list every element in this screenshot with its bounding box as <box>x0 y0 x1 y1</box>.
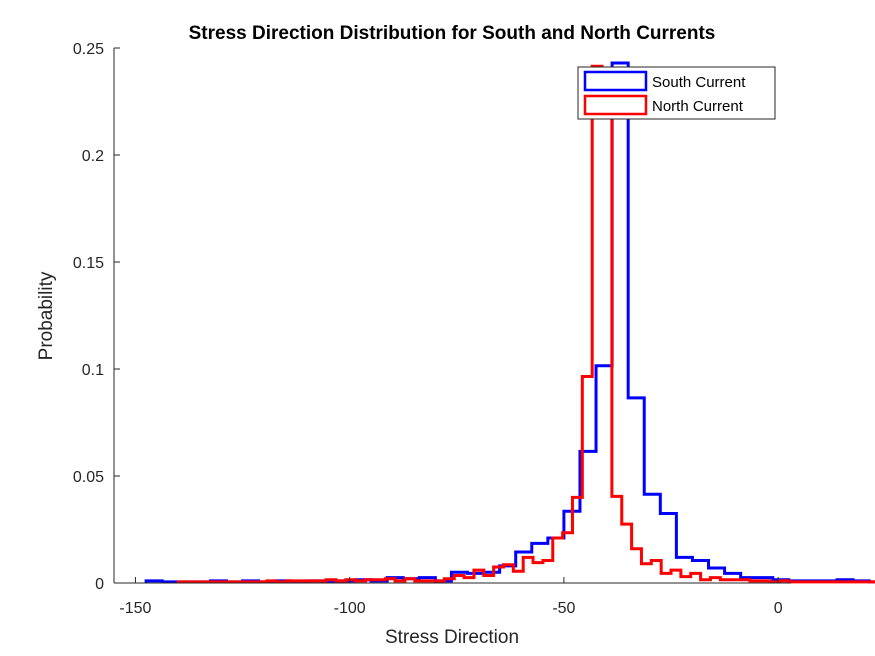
chart-title: Stress Direction Distribution for South … <box>189 23 716 44</box>
x-tick-label: -150 <box>119 600 151 617</box>
series-outline <box>176 64 875 584</box>
legend-swatch-south <box>583 70 648 92</box>
legend-label-north: North Current <box>652 98 744 115</box>
x-tick-label: -100 <box>334 600 366 617</box>
y-tick-label: 0 <box>95 576 104 593</box>
ticks-layer: -150 -100 -50 0 0 0.05 0.1 0.15 0.2 0.25 <box>73 41 783 617</box>
y-axis-label: Probability <box>36 271 57 360</box>
y-tick-label: 0.2 <box>82 148 104 165</box>
plot-area <box>114 48 791 583</box>
y-tick-label: 0.15 <box>73 255 104 272</box>
legend: South Current North Current <box>577 66 776 120</box>
axes-layer <box>113 48 791 584</box>
y-tick-label: 0.1 <box>82 362 104 379</box>
x-axis-label: Stress Direction <box>385 627 519 648</box>
legend-label-south: South Current <box>652 74 746 91</box>
y-tick-label: 0.05 <box>73 469 104 486</box>
series-north <box>176 64 875 584</box>
y-tick-label: 0.25 <box>73 41 104 58</box>
x-tick-label: -50 <box>552 600 575 617</box>
series-layer <box>144 61 875 584</box>
x-tick-label: 0 <box>774 600 783 617</box>
legend-swatch-north <box>583 94 648 116</box>
